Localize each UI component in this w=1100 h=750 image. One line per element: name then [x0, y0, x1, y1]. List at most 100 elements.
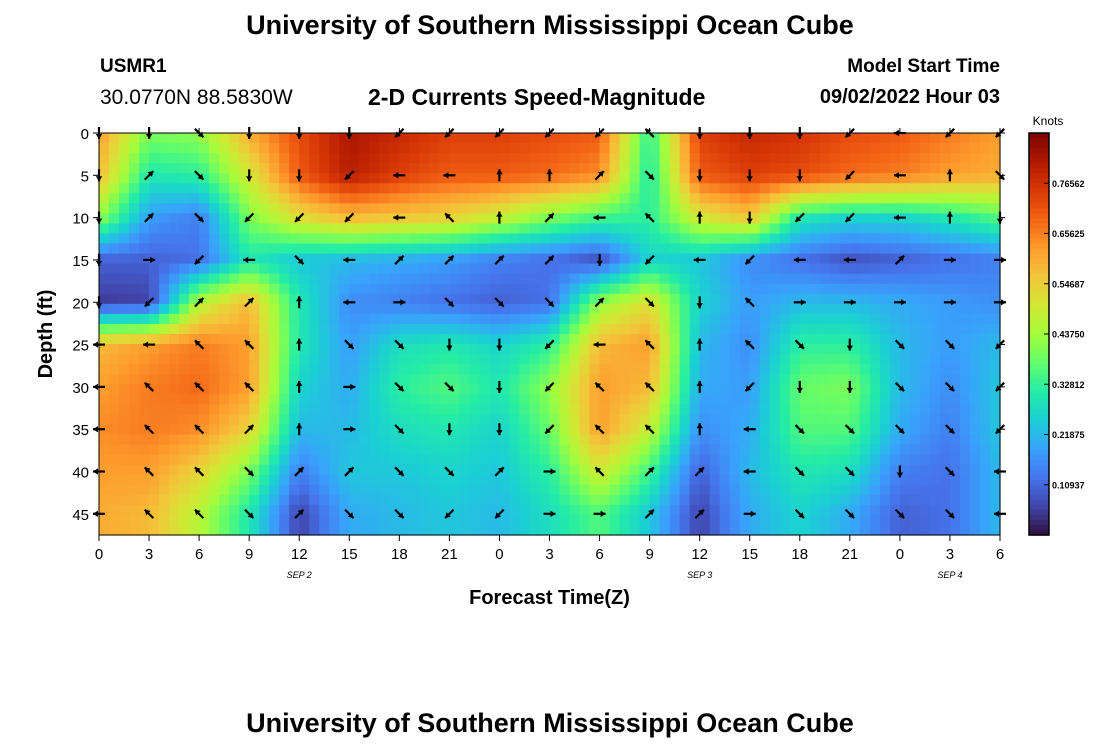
heatmap-cell [319, 283, 330, 295]
heatmap-cell [519, 133, 531, 144]
heatmap-cell [249, 303, 260, 315]
heatmap-cell [149, 454, 160, 466]
heatmap-cell [829, 193, 841, 204]
current-arrow [746, 211, 753, 224]
heatmap-cell [279, 334, 290, 345]
heatmap-cell [819, 374, 831, 385]
heatmap-cell [629, 193, 641, 204]
heatmap-cell [369, 163, 380, 174]
heatmap-cell [539, 504, 551, 516]
heatmap-cell [889, 444, 901, 456]
heatmap-cell [979, 414, 991, 426]
heatmap-cell [299, 344, 310, 355]
heatmap-cell [279, 183, 290, 194]
heatmap-cell [389, 424, 400, 436]
heatmap-cell [349, 303, 360, 315]
heatmap-cell [569, 384, 581, 395]
current-arrow [644, 381, 655, 392]
heatmap-cell [329, 494, 340, 506]
heatmap-cell [669, 344, 681, 355]
heatmap-cell [349, 364, 360, 375]
heatmap-cell [989, 163, 1001, 174]
heatmap-cell [969, 243, 981, 255]
heatmap-cell [919, 454, 931, 466]
heatmap-cell [759, 504, 771, 516]
heatmap-cell [479, 133, 491, 144]
heatmap-cell [529, 173, 541, 184]
heatmap-cell [989, 283, 1001, 295]
heatmap-cell [959, 464, 971, 476]
heatmap-cell [109, 464, 120, 476]
heatmap-cell [489, 404, 501, 415]
heatmap-cell [259, 344, 270, 355]
heatmap-cell [399, 253, 410, 265]
heatmap-cell [179, 243, 190, 255]
heatmap-cell [719, 243, 731, 255]
heatmap-cell [669, 313, 681, 325]
heatmap-cell [529, 273, 541, 285]
heatmap-cell [629, 514, 641, 526]
heatmap-cell [399, 514, 410, 526]
heatmap-cell [639, 394, 651, 405]
heatmap-cell [639, 514, 651, 526]
heatmap-cell [289, 394, 300, 405]
heatmap-cell [549, 444, 561, 456]
heatmap-cell [689, 374, 701, 385]
heatmap-cell [659, 364, 671, 375]
heatmap-cell [909, 354, 921, 365]
heatmap-cell [619, 153, 631, 164]
heatmap-cell [219, 203, 230, 214]
heatmap-cell [559, 374, 571, 385]
y-tick-label: 5 [81, 168, 89, 185]
heatmap-cell [759, 183, 771, 194]
heatmap-cell [829, 163, 841, 174]
heatmap-cell [359, 153, 370, 164]
heatmap-cell [99, 444, 110, 456]
heatmap-cell [459, 243, 471, 255]
heatmap-cell [659, 354, 671, 365]
heatmap-cell [419, 434, 430, 446]
heatmap-cell [579, 474, 591, 486]
heatmap-cell [599, 253, 611, 265]
heatmap-cell [659, 263, 671, 275]
heatmap-cell [549, 153, 561, 164]
heatmap-cell [799, 514, 811, 526]
heatmap-cell [549, 514, 561, 526]
heatmap-cell [249, 213, 260, 225]
heatmap-cell [619, 524, 631, 536]
heatmap-cell [929, 384, 941, 395]
colorbar-swatch [1029, 464, 1049, 471]
heatmap-cell [229, 384, 240, 395]
heatmap-cell [709, 434, 721, 446]
heatmap-cell [99, 344, 110, 355]
heatmap-cell [769, 464, 781, 476]
heatmap-cell [709, 153, 721, 164]
current-arrow [194, 297, 205, 308]
heatmap-cell [439, 394, 450, 405]
heatmap-cell [899, 183, 911, 194]
heatmap-cell [719, 424, 731, 436]
heatmap-cell [299, 404, 310, 415]
heatmap-cell [439, 424, 450, 436]
heatmap-cell [959, 283, 971, 295]
heatmap-cell [609, 193, 621, 204]
heatmap-cell [189, 444, 200, 456]
heatmap-cell [149, 344, 160, 355]
heatmap-cell [409, 344, 420, 355]
heatmap-cell [209, 414, 220, 426]
heatmap-cell [329, 183, 340, 194]
heatmap-cell [709, 474, 721, 486]
heatmap-cell [719, 394, 731, 405]
heatmap-cell [729, 233, 741, 245]
heatmap-cell [799, 203, 811, 214]
colorbar-swatch [1029, 273, 1049, 280]
heatmap-cell [479, 524, 491, 536]
heatmap-cell [919, 143, 931, 154]
current-arrow [944, 339, 955, 350]
current-arrow [794, 424, 805, 435]
heatmap-cell [389, 464, 400, 476]
heatmap-cell [389, 153, 400, 164]
heatmap-cell [539, 464, 551, 476]
heatmap-cell [529, 394, 541, 405]
heatmap-cell [249, 494, 260, 506]
